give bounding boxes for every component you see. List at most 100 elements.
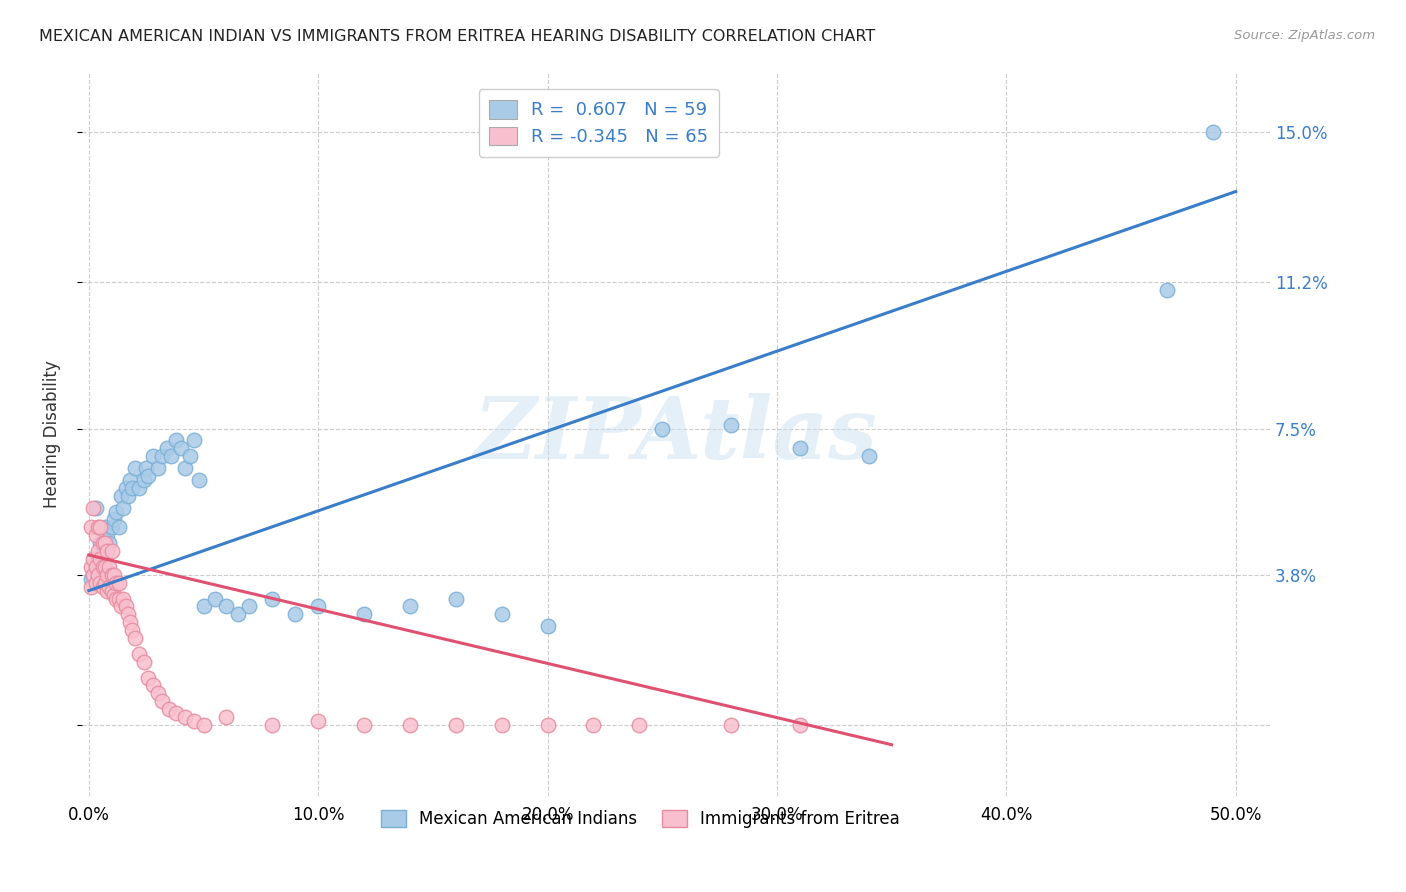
Point [491,718,513,732]
Point [536,718,558,732]
Point [120,615,142,630]
Point [399,718,422,732]
Point [399,599,422,614]
Point [84,560,107,574]
Point [142,678,165,692]
Point [105,505,128,519]
Point [536,619,558,633]
Point [117,607,139,622]
Point [89,520,111,534]
Point [89,560,111,574]
Point [183,714,205,728]
Point [789,718,811,732]
Point [156,442,179,456]
Y-axis label: Hearing Disability: Hearing Disability [44,360,60,508]
Point [789,442,811,456]
Point [174,710,197,724]
Point [121,481,143,495]
Point [174,461,197,475]
Point [84,500,107,515]
Point [444,591,467,606]
Point [150,450,173,464]
Point [91,544,114,558]
Point [89,575,111,590]
Point [114,481,136,495]
Point [96,567,118,582]
Point [91,580,114,594]
Point [117,489,139,503]
Point [96,544,118,558]
Point [94,536,117,550]
Point [720,718,742,732]
Point [82,567,104,582]
Point [94,575,117,590]
Point [84,528,107,542]
Point [215,710,238,724]
Point [94,520,117,534]
Point [84,560,107,574]
Point [87,567,110,582]
Point [179,450,201,464]
Point [138,671,160,685]
Point [307,599,329,614]
Point [87,520,110,534]
Point [353,607,375,622]
Point [142,450,165,464]
Point [157,702,180,716]
Point [112,500,135,515]
Point [128,481,150,495]
Point [132,655,155,669]
Point [94,552,117,566]
Point [165,706,187,720]
Point [84,575,107,590]
Point [91,536,114,550]
Point [87,544,110,558]
Point [720,417,742,432]
Point [89,552,111,566]
Point [105,575,128,590]
Point [107,575,129,590]
Point [628,718,651,732]
Point [193,718,215,732]
Point [100,544,122,558]
Point [114,599,136,614]
Point [80,560,103,574]
Point [284,607,307,622]
Point [187,473,209,487]
Point [98,580,121,594]
Point [91,567,114,582]
Point [165,434,187,448]
Point [96,528,118,542]
Text: MEXICAN AMERICAN INDIAN VS IMMIGRANTS FROM ERITREA HEARING DISABILITY CORRELATIO: MEXICAN AMERICAN INDIAN VS IMMIGRANTS FR… [39,29,876,44]
Point [204,591,226,606]
Point [80,520,103,534]
Point [150,694,173,708]
Point [112,591,135,606]
Point [307,714,329,728]
Point [193,599,215,614]
Point [444,718,467,732]
Point [107,520,129,534]
Point [89,536,111,550]
Point [262,718,284,732]
Point [160,450,183,464]
Point [100,520,122,534]
Point [87,567,110,582]
Point [128,647,150,661]
Point [94,560,117,574]
Point [183,434,205,448]
Point [103,512,125,526]
Point [103,567,125,582]
Point [651,422,673,436]
Point [1202,125,1225,139]
Text: Source: ZipAtlas.com: Source: ZipAtlas.com [1234,29,1375,42]
Point [82,552,104,566]
Legend: Mexican American Indians, Immigrants from Eritrea: Mexican American Indians, Immigrants fro… [374,804,907,835]
Point [138,469,160,483]
Point [491,607,513,622]
Point [110,489,132,503]
Point [135,461,157,475]
Point [582,718,605,732]
Point [124,631,146,645]
Point [215,599,238,614]
